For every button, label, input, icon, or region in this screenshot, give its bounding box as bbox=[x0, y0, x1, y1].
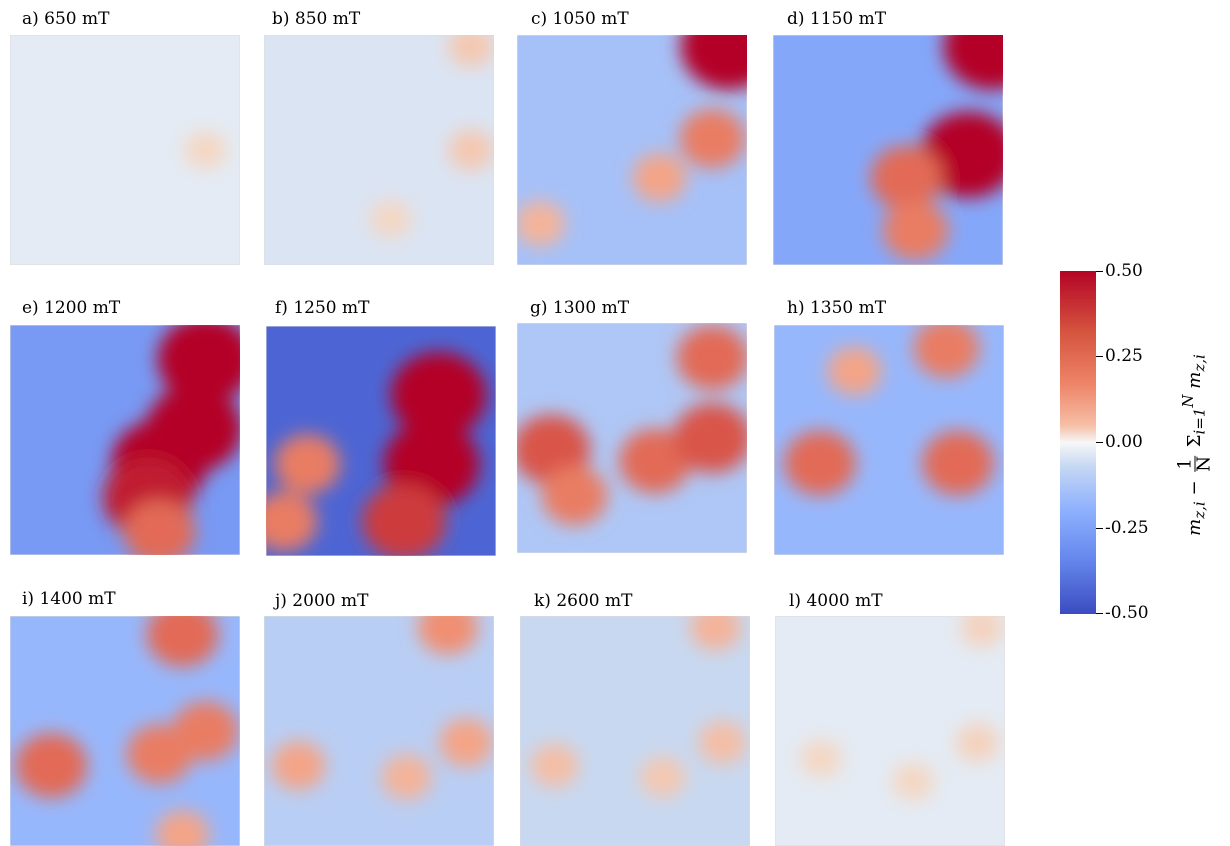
heatmap-panel-h bbox=[774, 325, 1004, 555]
heatmap-domain bbox=[680, 35, 747, 90]
colorbar-label-den: N bbox=[1193, 455, 1215, 472]
heatmap-domain bbox=[146, 616, 219, 667]
heatmap-panel-j bbox=[264, 616, 494, 846]
heatmap-panel-k bbox=[520, 616, 750, 846]
panel-title-f: f) 1250 mT bbox=[275, 298, 370, 318]
heatmap-panel-f bbox=[266, 326, 496, 556]
colorbar-label-m: m bbox=[1184, 518, 1205, 536]
colorbar-label-minus: − bbox=[1184, 480, 1205, 496]
heatmap-panel-d bbox=[773, 35, 1003, 265]
heatmap-domain bbox=[517, 200, 566, 247]
colorbar-tick bbox=[1096, 528, 1103, 529]
heatmap-domain bbox=[439, 718, 494, 767]
panel-title-k: k) 2600 mT bbox=[534, 591, 633, 611]
heatmap-domain bbox=[827, 346, 882, 396]
heatmap-panel-b bbox=[264, 35, 494, 265]
heatmap-domain bbox=[172, 701, 239, 761]
colorbar bbox=[1060, 271, 1096, 614]
panel-title-a: a) 650 mT bbox=[22, 9, 110, 29]
heatmap-domain bbox=[369, 200, 412, 238]
colorbar-tick-label: 0.50 bbox=[1105, 261, 1143, 281]
heatmap-domain bbox=[922, 430, 994, 496]
panel-title-h: h) 1350 mT bbox=[787, 298, 887, 318]
colorbar-tick bbox=[1096, 442, 1103, 443]
heatmap-domain bbox=[390, 351, 487, 439]
colorbar-label-sub: z,i bbox=[1190, 501, 1209, 519]
heatmap-panel-a bbox=[10, 35, 240, 265]
heatmap-domain bbox=[184, 131, 227, 169]
colorbar-label-sum-idx: i=1 bbox=[1190, 407, 1209, 435]
panel-title-j: j) 2000 mT bbox=[275, 591, 369, 611]
panel-title-e: e) 1200 mT bbox=[22, 298, 121, 318]
heatmap-domain bbox=[362, 483, 446, 556]
heatmap-domain bbox=[639, 756, 686, 798]
panel-title-c: c) 1050 mT bbox=[531, 9, 629, 29]
heatmap-domain bbox=[784, 430, 856, 496]
heatmap-panel-g bbox=[517, 323, 747, 553]
heatmap-panel-i bbox=[10, 616, 240, 846]
heatmap-domain bbox=[676, 325, 747, 390]
heatmap-domain bbox=[679, 108, 746, 169]
heatmap-domain bbox=[673, 402, 747, 474]
colorbar-tick-label: 0.00 bbox=[1105, 432, 1143, 452]
panel-title-i: i) 1400 mT bbox=[22, 589, 116, 609]
panel-title-b: b) 850 mT bbox=[272, 9, 361, 29]
panel-title-l: l) 4000 mT bbox=[789, 591, 883, 611]
colorbar-label-sub2: z,i bbox=[1190, 354, 1209, 372]
heatmap-domain bbox=[619, 428, 691, 494]
colorbar-tick bbox=[1096, 613, 1103, 614]
heatmap-domain bbox=[892, 762, 934, 801]
heatmap-domain bbox=[955, 723, 999, 762]
heatmap-domain bbox=[448, 129, 494, 171]
heatmap-domain bbox=[381, 754, 432, 800]
panel-title-d: d) 1150 mT bbox=[787, 9, 887, 29]
colorbar-label-sum: Σ bbox=[1184, 434, 1205, 448]
heatmap-domain bbox=[15, 733, 88, 798]
heatmap-domain bbox=[913, 325, 980, 378]
heatmap-domain bbox=[157, 325, 240, 403]
heatmap-panel-l bbox=[775, 616, 1005, 846]
heatmap-domain bbox=[882, 200, 949, 261]
colorbar-label-m2: m bbox=[1184, 371, 1205, 389]
heatmap-domain bbox=[632, 153, 687, 202]
heatmap-panel-e bbox=[10, 325, 240, 555]
heatmap-domain bbox=[698, 720, 747, 765]
heatmap-panel-c bbox=[517, 35, 747, 265]
colorbar-tick bbox=[1096, 271, 1103, 272]
colorbar-tick-label: -0.50 bbox=[1105, 603, 1149, 623]
heatmap-domain bbox=[266, 491, 318, 552]
heatmap-domain bbox=[271, 741, 326, 790]
heatmap-domain bbox=[530, 743, 579, 788]
heatmap-domain bbox=[123, 499, 196, 555]
heatmap-domain bbox=[155, 810, 210, 846]
heatmap-domain bbox=[274, 434, 341, 494]
colorbar-label-sum-top: N bbox=[1179, 394, 1197, 408]
heatmap-domain bbox=[800, 739, 842, 778]
heatmap-domain bbox=[418, 616, 478, 655]
heatmap-domain bbox=[943, 35, 1003, 90]
heatmap-domain bbox=[960, 616, 1004, 647]
heatmap-domain bbox=[541, 465, 608, 526]
heatmap-domain bbox=[690, 616, 741, 651]
colorbar-tick bbox=[1096, 356, 1103, 357]
heatmap-domain bbox=[870, 145, 943, 210]
colorbar-tick-label: -0.25 bbox=[1105, 518, 1149, 538]
heatmap-domain bbox=[448, 35, 494, 68]
colorbar-tick-label: 0.25 bbox=[1105, 346, 1143, 366]
panel-title-g: g) 1300 mT bbox=[530, 298, 630, 318]
